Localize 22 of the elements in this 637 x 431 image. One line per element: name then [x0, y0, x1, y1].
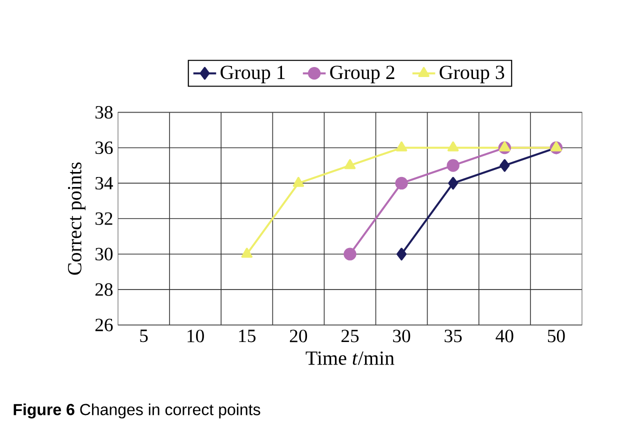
- text: Figure 6 Changes in correct points: [14, 404, 260, 418]
- y-tick-label: 26: [95, 318, 113, 332]
- y-axis-title: Correct points: [68, 162, 86, 275]
- x-tick-label: 30: [393, 330, 410, 342]
- legend-label: Group 3: [440, 66, 504, 84]
- y-tick-label: 38: [96, 106, 113, 119]
- legend-label: Group 1: [220, 66, 285, 84]
- x-tick-label: 40: [496, 330, 514, 342]
- x-tick-label: 10: [188, 330, 204, 342]
- x-tick-label: 20: [290, 330, 308, 342]
- x-tick-label: 5: [140, 330, 148, 342]
- y-tick-label: 36: [96, 141, 113, 154]
- x-tick-label: 50: [548, 330, 565, 342]
- legend-label: Group 2: [330, 66, 394, 84]
- y-tick-label: 32: [96, 212, 112, 225]
- x-tick-label: 25: [341, 330, 359, 342]
- y-tick-label: 34: [96, 176, 114, 190]
- y-tick-label: 28: [95, 283, 113, 296]
- x-axis-title: Time t/min: [306, 351, 394, 365]
- y-tick-label: 30: [96, 248, 113, 260]
- x-tick-label: 35: [444, 330, 462, 342]
- x-tick-label: 15: [239, 330, 256, 342]
